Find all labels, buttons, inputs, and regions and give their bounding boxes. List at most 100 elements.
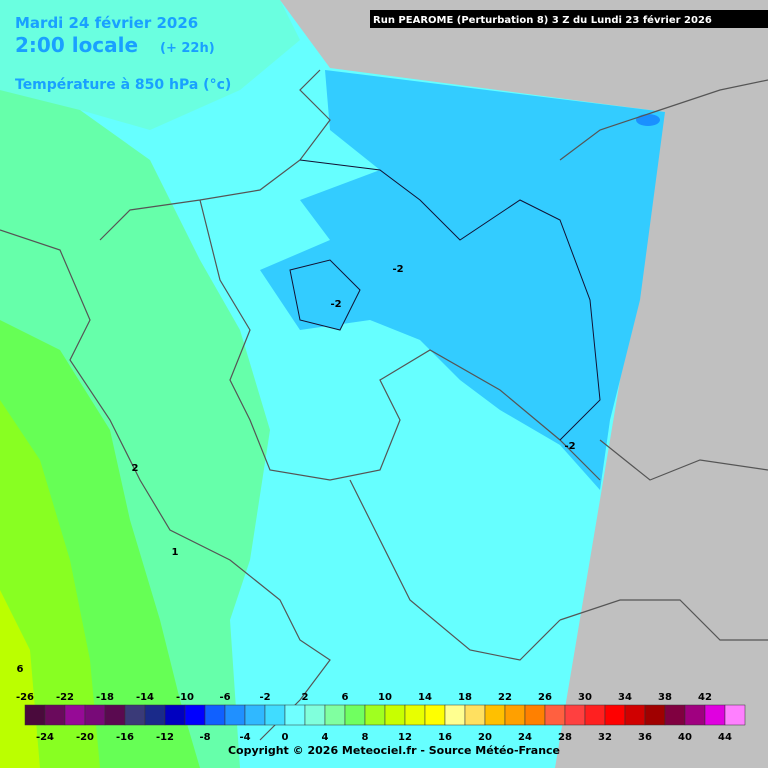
- legend-swatch: [464, 704, 486, 726]
- legend-swatch: [364, 704, 386, 726]
- legend-swatch: [24, 704, 46, 726]
- date: Mardi 24 février 2026: [15, 14, 198, 32]
- legend-bottom-label: 32: [598, 732, 612, 743]
- legend-swatch: [644, 704, 666, 726]
- contour-label: 6: [17, 664, 24, 675]
- legend-swatch: [444, 704, 466, 726]
- coastline: [99, 69, 331, 241]
- border: [0, 229, 331, 741]
- contour-label: -2: [392, 264, 403, 275]
- legend-bottom-label: 0: [282, 732, 289, 743]
- legend-swatch: [324, 704, 346, 726]
- legend-top-label: 10: [378, 692, 392, 703]
- legend-bottom-label: 20: [478, 732, 492, 743]
- run: Run PEAROME (Perturbation 8) 3 Z du Lund…: [373, 14, 712, 26]
- legend-bottom-label: -20: [76, 732, 94, 743]
- legend-swatch: [544, 704, 566, 726]
- legend-top-label: -2: [259, 692, 270, 703]
- legend-swatch: [164, 704, 186, 726]
- border: [599, 439, 768, 481]
- legend-swatch: [124, 704, 146, 726]
- legend-top-label: 30: [578, 692, 592, 703]
- contour-labels: -2 -2 -2 2 1 6: [17, 264, 576, 675]
- coastline: [559, 79, 768, 161]
- legend-bottom-label: -4: [239, 732, 250, 743]
- legend-top-label: 42: [698, 692, 712, 703]
- cold-patch: [289, 259, 361, 331]
- legend-swatch: [244, 704, 266, 726]
- lead: (+ 22h): [160, 41, 215, 56]
- legend-swatch: [304, 704, 326, 726]
- border: [349, 479, 561, 661]
- contour-label: 1: [172, 547, 179, 558]
- legend-top-label: 18: [458, 692, 472, 703]
- contour-label: 2: [132, 463, 139, 474]
- legend-bottom-label: 12: [398, 732, 412, 743]
- legend-bottom-label: -24: [36, 732, 54, 743]
- legend-swatch: [424, 704, 446, 726]
- legend-swatch: [584, 704, 606, 726]
- legend-top-label: -14: [136, 692, 154, 703]
- copyright: Copyright © 2026 Meteociel.fr - Source M…: [228, 744, 560, 757]
- legend: -26 -22 -18 -14 -10 -6 -2 2 6 10 14 18 22 26 30 34 38 42-…: [16, 692, 746, 743]
- time: 2:00 locale: [15, 33, 138, 57]
- legend-bottom-label: 40: [678, 732, 692, 743]
- legend-bottom-label: 24: [518, 732, 532, 743]
- legend-top-label: 6: [342, 692, 349, 703]
- legend-swatch: [84, 704, 106, 726]
- cold-patch: [636, 114, 660, 126]
- legend-swatch: [564, 704, 586, 726]
- legend-top-label: 2: [302, 692, 309, 703]
- legend-swatch: [64, 704, 86, 726]
- legend-top-label: -6: [219, 692, 230, 703]
- legend-bottom-label: 4: [322, 732, 329, 743]
- contour: [299, 159, 601, 441]
- legend-swatch: [384, 704, 406, 726]
- run-banner: [370, 10, 768, 28]
- legend-top-label: -10: [176, 692, 194, 703]
- legend-swatch: [204, 704, 226, 726]
- zone-cool: [0, 0, 300, 130]
- legend-swatch: [524, 704, 546, 726]
- legend-bottom-label: -12: [156, 732, 174, 743]
- border: [559, 599, 768, 641]
- legend-top-label: -18: [96, 692, 114, 703]
- legend-swatch: [104, 704, 126, 726]
- legend-swatch: [724, 704, 746, 726]
- legend-swatch: [684, 704, 706, 726]
- legend-bottom-label: -8: [199, 732, 210, 743]
- legend-top-label: -22: [56, 692, 74, 703]
- legend-bottom-label: 28: [558, 732, 572, 743]
- legend-swatch: [624, 704, 646, 726]
- legend-swatch: [664, 704, 686, 726]
- legend-swatch: [404, 704, 426, 726]
- legend-swatch: [604, 704, 626, 726]
- legend-swatch: [44, 704, 66, 726]
- legend-bottom-label: 16: [438, 732, 452, 743]
- field: Température à 850 hPa (°c): [15, 77, 231, 93]
- legend-swatch: [284, 704, 306, 726]
- legend-swatch: [504, 704, 526, 726]
- zone-cold: [260, 70, 665, 490]
- legend-top-label: 38: [658, 692, 672, 703]
- border: [199, 199, 601, 481]
- legend-top-label: 26: [538, 692, 552, 703]
- legend-swatch: [144, 704, 166, 726]
- legend-top-label: 34: [618, 692, 632, 703]
- legend-swatch: [224, 704, 246, 726]
- legend-swatch: [704, 704, 726, 726]
- legend-top-label: -26: [16, 692, 34, 703]
- contour-label: -2: [330, 299, 341, 310]
- legend-swatch: [484, 704, 506, 726]
- legend-swatch: [264, 704, 286, 726]
- legend-swatch: [184, 704, 206, 726]
- legend-top-label: 22: [498, 692, 512, 703]
- legend-top-label: 14: [418, 692, 432, 703]
- legend-bottom-label: -16: [116, 732, 134, 743]
- legend-bottom-label: 36: [638, 732, 652, 743]
- legend-bottom-label: 44: [718, 732, 732, 743]
- contour-label: -2: [564, 441, 575, 452]
- legend-swatch: [344, 704, 366, 726]
